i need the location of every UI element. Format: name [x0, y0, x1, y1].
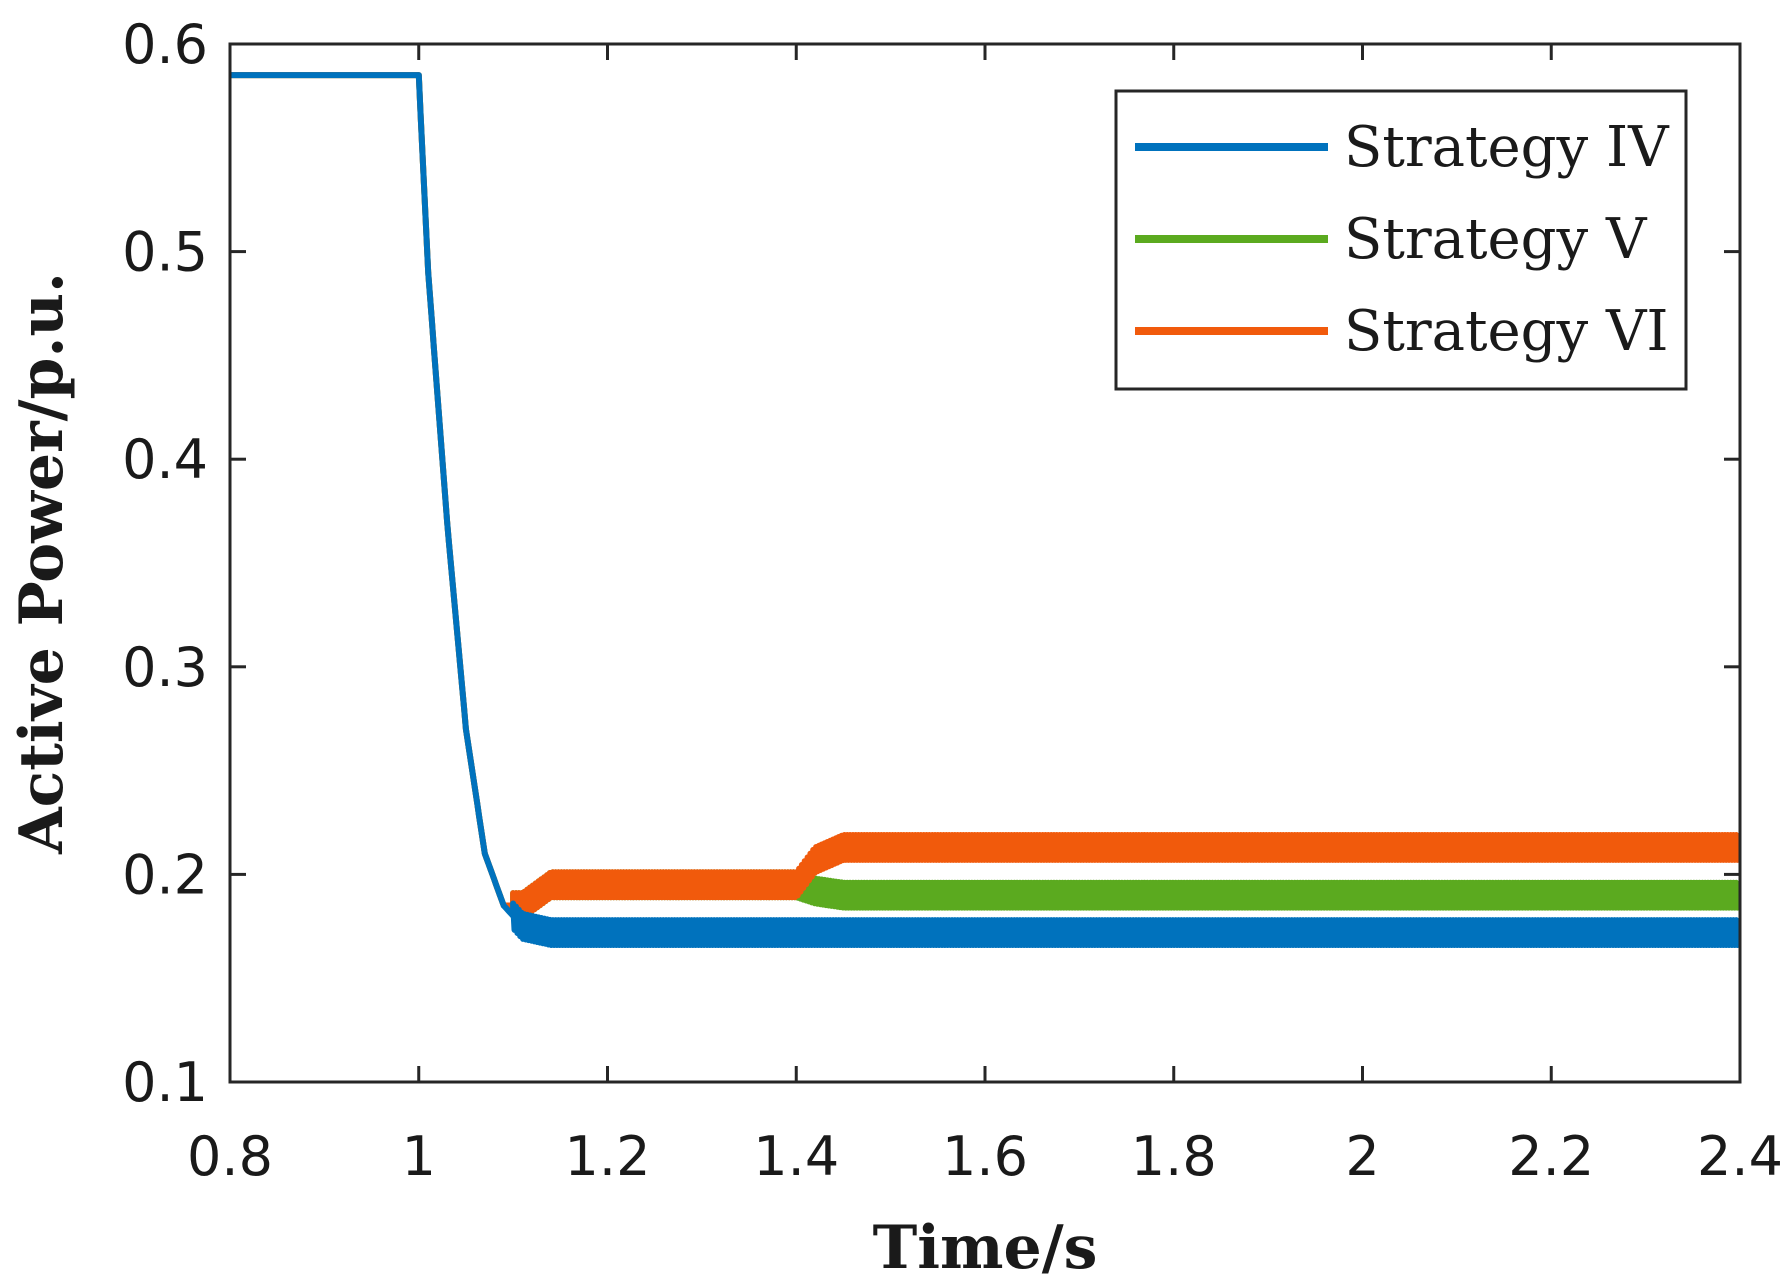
- x-tick-label: 1.8: [1131, 1125, 1217, 1188]
- legend-label-strategy-v: Strategy V: [1344, 207, 1648, 272]
- x-tick-label: 2.4: [1697, 1125, 1783, 1188]
- x-tick-label: 2.2: [1508, 1125, 1594, 1188]
- y-tick-label: 0.6: [122, 13, 208, 76]
- y-tick-label: 0.4: [122, 428, 208, 491]
- x-tick-label: 1.4: [753, 1125, 839, 1188]
- y-axis-title: Active Power/p.u.: [7, 272, 77, 855]
- x-tick-label: 0.8: [187, 1125, 273, 1188]
- y-tick-label: 0.5: [122, 221, 208, 284]
- y-tick-label: 0.2: [122, 843, 208, 906]
- x-axis-ticks: 0.8 1 1.2 1.4 1.6 1.8 2 2.2 2.4: [187, 44, 1783, 1188]
- legend-label-strategy-iv: Strategy IV: [1344, 115, 1670, 180]
- series-line-strategy-iv: [230, 72, 1740, 948]
- y-tick-label: 0.1: [122, 1051, 208, 1114]
- series-layer: [230, 72, 1740, 948]
- series-line-strategy-vi: [230, 72, 1740, 921]
- x-tick-label: 1: [402, 1125, 436, 1188]
- x-tick-label: 1.6: [942, 1125, 1028, 1188]
- y-tick-label: 0.3: [122, 636, 208, 699]
- x-axis-title: Time/s: [873, 1213, 1098, 1282]
- legend: Strategy IV Strategy V Strategy VI: [1114, 89, 1688, 391]
- x-tick-label: 2: [1345, 1125, 1379, 1188]
- legend-label-strategy-vi: Strategy VI: [1344, 299, 1669, 364]
- y-axis-ticks: 0.1 0.2 0.3 0.4 0.5 0.6: [122, 13, 1740, 1114]
- x-tick-label: 1.2: [565, 1125, 651, 1188]
- legend-items: Strategy IV Strategy V Strategy VI: [1135, 115, 1670, 364]
